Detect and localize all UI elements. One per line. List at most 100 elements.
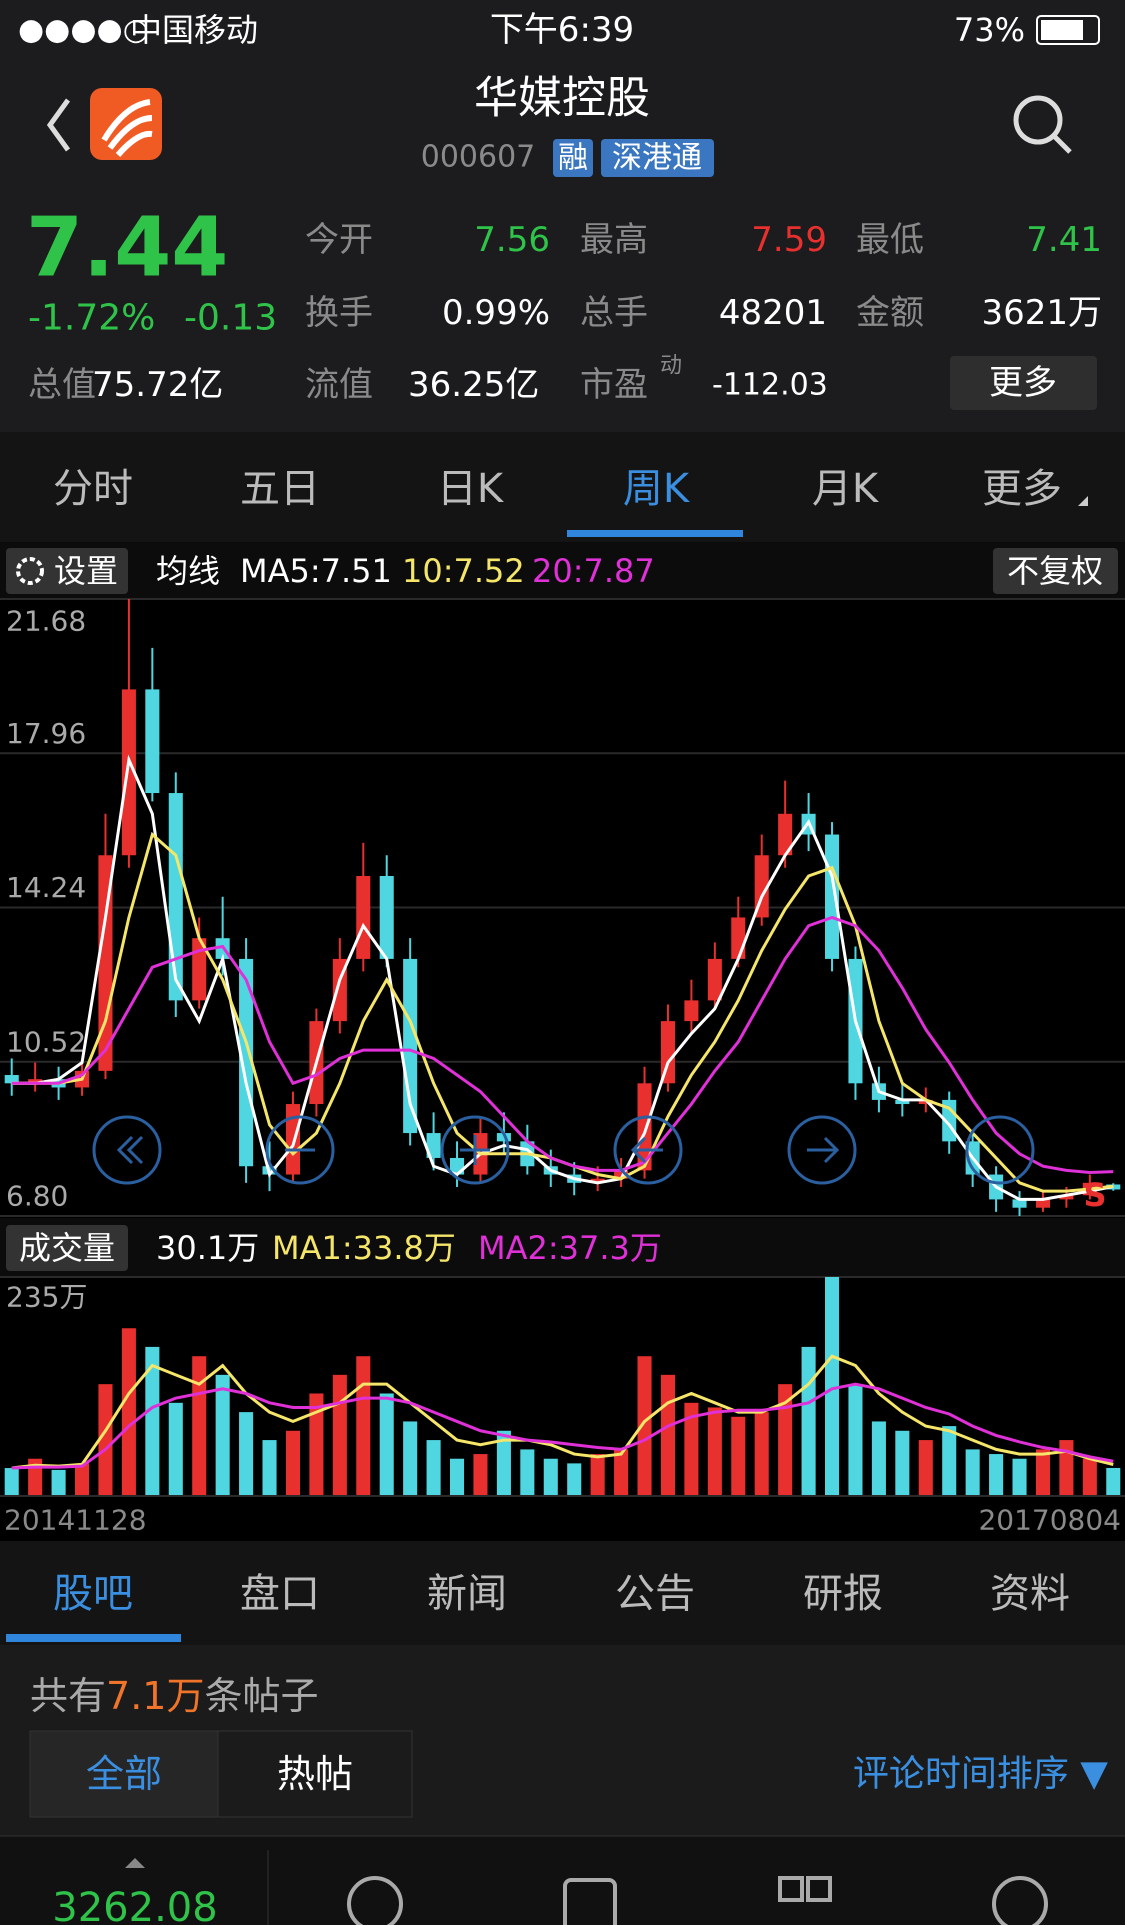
field-value: 3621万	[981, 293, 1102, 333]
volume-bar	[192, 1356, 207, 1496]
field-label: 最高	[580, 220, 648, 260]
more-button[interactable]	[950, 356, 1097, 410]
header-bg	[0, 0, 1125, 432]
info-tab[interactable]: 公告	[615, 1571, 695, 1617]
nav-zoom-out[interactable]	[265, 1115, 335, 1185]
change-pct: -1.72%	[28, 298, 155, 339]
nav-last[interactable]	[965, 1115, 1035, 1185]
filter-all-bg[interactable]	[29, 1730, 219, 1818]
volume-bar	[543, 1458, 558, 1496]
grid-icon[interactable]	[778, 1876, 804, 1902]
gear-icon	[16, 557, 44, 585]
candle-body	[121, 689, 136, 856]
signal-marker: S	[1083, 1176, 1106, 1214]
volume-bar	[731, 1416, 746, 1496]
y-tick-label: 235万	[6, 1281, 87, 1314]
volume-bar	[332, 1374, 347, 1496]
volume-bar	[825, 1277, 840, 1496]
volume-bar	[285, 1430, 300, 1496]
candle-body	[825, 834, 840, 959]
tab-more-arrow	[1078, 496, 1088, 506]
more-icon[interactable]	[992, 1876, 1048, 1925]
field-label: 今开	[305, 220, 373, 260]
nav-zoom-in[interactable]	[440, 1115, 510, 1185]
field-label: 金额	[856, 293, 924, 333]
ma10-legend: 10:7.52	[402, 552, 525, 590]
battery-level	[1041, 20, 1083, 40]
info-tab[interactable]: 新闻	[427, 1571, 507, 1617]
chart-tab[interactable]: 五日	[240, 466, 320, 512]
volume-bar	[75, 1463, 90, 1496]
start-date: 20141128	[4, 1504, 147, 1537]
field-label: 总手	[580, 293, 648, 333]
app-logo	[101, 99, 153, 157]
candle-body	[285, 1104, 300, 1175]
info-tab[interactable]: 盘口	[240, 1571, 320, 1617]
ma-line	[11, 915, 1114, 1174]
volume-bar	[379, 1393, 394, 1496]
volume-bar	[168, 1402, 183, 1496]
volume-bar	[356, 1356, 371, 1496]
volume-header-bg	[0, 1218, 1125, 1277]
volume-bar	[1012, 1458, 1027, 1496]
y-tick-label: 17.96	[6, 717, 86, 750]
chart-tab[interactable]: 分时	[53, 466, 133, 512]
signal: ●●●●○	[18, 13, 149, 48]
filter-hot: 热帖	[277, 1752, 353, 1796]
volume-bar	[520, 1449, 535, 1496]
trade-icon[interactable]	[347, 1876, 403, 1925]
nav-right[interactable]	[787, 1115, 857, 1185]
candle-body	[4, 1075, 19, 1084]
sort-button[interactable]: 评论时间排序 ▼	[853, 1754, 1108, 1795]
volume-bar	[51, 1469, 66, 1496]
badge: 融	[558, 141, 588, 176]
info-tab[interactable]: 股吧	[53, 1571, 133, 1617]
volume-bar	[426, 1440, 441, 1496]
volume-ma1: MA1:33.8万	[272, 1229, 456, 1267]
chart-tab[interactable]: 更多	[982, 466, 1062, 512]
volume-bar	[496, 1430, 511, 1496]
candle-body	[778, 813, 793, 856]
stock-code: 000607	[421, 140, 536, 175]
filter-hot-bg[interactable]	[217, 1730, 413, 1818]
chart-tab[interactable]: 月K	[812, 466, 880, 512]
volume-bar	[567, 1463, 582, 1496]
change: -0.13	[184, 298, 277, 339]
ma-line	[11, 1382, 1114, 1470]
volume-bar	[145, 1346, 160, 1496]
volume-current: 30.1万	[156, 1229, 259, 1267]
back-button[interactable]	[46, 98, 71, 152]
ma5-legend: MA5:7.51	[240, 552, 392, 590]
carrier: 中国移动	[130, 11, 258, 49]
nav-first[interactable]	[92, 1115, 162, 1185]
candle-body	[145, 689, 160, 794]
chart-tab[interactable]: 周K	[623, 466, 691, 512]
post-icon[interactable]	[563, 1878, 617, 1925]
volume-bar	[848, 1384, 863, 1496]
volume-bar	[1035, 1449, 1050, 1496]
field-value: 7.41	[1026, 220, 1102, 260]
post-count-number: 7.1万	[106, 1674, 204, 1718]
candle-body	[239, 958, 254, 1167]
info-tab[interactable]: 研报	[803, 1571, 883, 1617]
index-arrow	[125, 1858, 145, 1868]
tab-underline	[567, 530, 743, 537]
volume-bar	[660, 1374, 675, 1496]
volume-bar	[1059, 1440, 1074, 1496]
chart-tab[interactable]: 日K	[437, 466, 505, 512]
tab-bg	[0, 432, 1125, 542]
search-button[interactable]	[1013, 95, 1063, 145]
bottom-bar-bg	[0, 1836, 1125, 1925]
field-value: 48201	[719, 293, 827, 333]
field-value: 36.25亿	[408, 365, 539, 405]
nav-icon	[630, 1136, 663, 1164]
y-tick-label: 10.52	[6, 1025, 86, 1058]
volume-bar	[918, 1440, 933, 1496]
info-tab-bg	[0, 1541, 1125, 1645]
adjust-button[interactable]	[993, 548, 1118, 594]
info-tab[interactable]: 资料	[990, 1571, 1070, 1617]
badge: 深港通	[612, 141, 702, 176]
nav-left[interactable]	[613, 1115, 683, 1185]
post-count-suffix: 条帖子	[204, 1674, 318, 1718]
